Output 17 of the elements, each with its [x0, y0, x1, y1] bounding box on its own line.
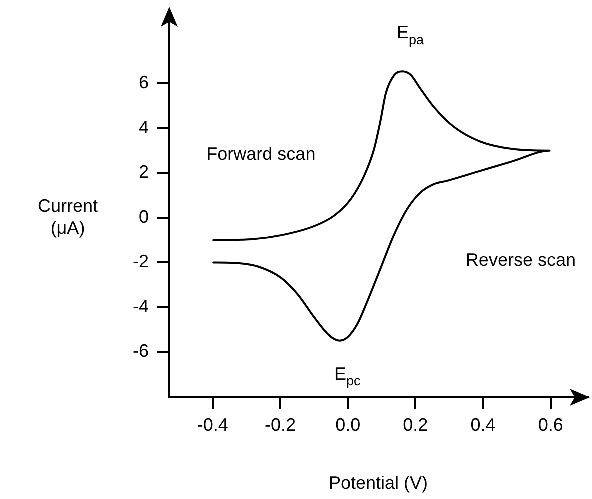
- y-tick-label: 4: [138, 117, 149, 138]
- y-tick-label: 0: [138, 206, 149, 227]
- y-tick-label: -6: [132, 341, 149, 362]
- y-tick-label: 6: [138, 72, 149, 93]
- y-tick-label: -2: [132, 252, 149, 272]
- x-tick-label: 0.4: [470, 414, 496, 435]
- x-tick-label: 0.0: [336, 414, 361, 435]
- y-tick-label: 2: [138, 162, 149, 182]
- y-axis-title: Current (μA): [38, 196, 98, 238]
- x-tick-label: 0.6: [538, 414, 564, 435]
- x-tick-label: -0.4: [197, 414, 228, 435]
- x-tick-label: -0.2: [264, 414, 296, 435]
- y-tick-label: -4: [132, 296, 149, 316]
- annotation: Forward scan: [206, 144, 316, 164]
- annotation: Reverse scan: [466, 250, 576, 270]
- x-axis-title: Potential (V): [328, 473, 428, 494]
- x-tick-label: 0.2: [403, 414, 428, 435]
